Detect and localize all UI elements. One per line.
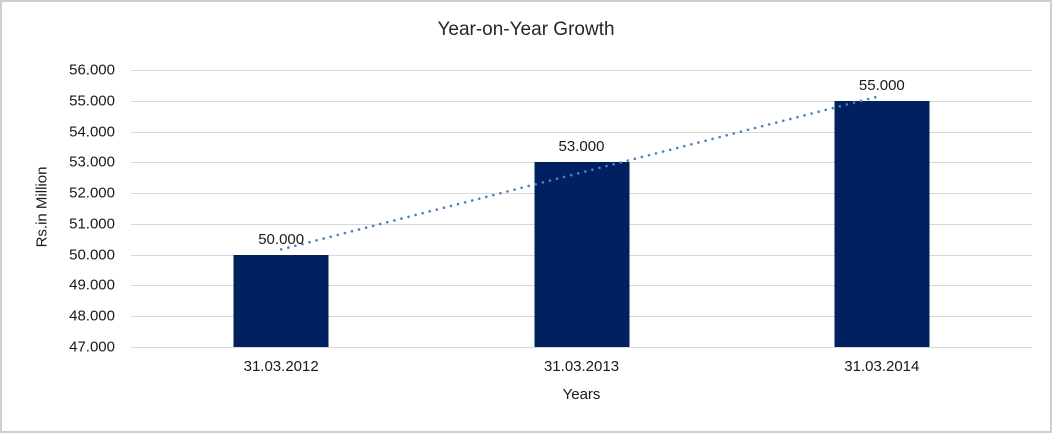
y-tick-label: 54.000 [69,123,115,141]
bar [534,162,629,347]
y-tick-label: 56.000 [69,61,115,79]
y-tick-label: 50.000 [69,246,115,264]
y-tick-label: 55.000 [69,92,115,110]
x-tick-label: 31.03.2012 [243,358,319,375]
y-tick-label: 52.000 [69,184,115,202]
x-tick-label: 31.03.2014 [844,358,920,375]
x-tick-label: 31.03.2013 [543,358,620,375]
trendline-path [279,94,884,251]
y-axis-title: Rs.in Million [33,166,51,248]
y-tick-label: 53.000 [69,153,115,171]
bar [834,100,930,347]
x-axis-title: Years [562,386,601,403]
bar-data-label: 53.000 [558,138,605,156]
y-tick-label: 49.000 [69,276,115,294]
gridline [131,100,1032,102]
bar [233,254,329,347]
gridline [131,70,1032,71]
y-tick-label: 48.000 [69,307,115,325]
trendline [279,94,884,251]
chart-title: Year-on-Year Growth [437,19,615,40]
y-tick-label: 51.000 [69,215,115,233]
bar-data-label: 50.000 [258,230,305,248]
y-tick-label: 47.000 [69,338,115,356]
plot-area: 56.000 55.000 54.000 53.000 52.000 51.000 50.0… [69,62,1032,375]
gridline [131,131,1032,133]
gridline [131,347,1032,348]
bar-data-label: 55.000 [858,76,905,94]
